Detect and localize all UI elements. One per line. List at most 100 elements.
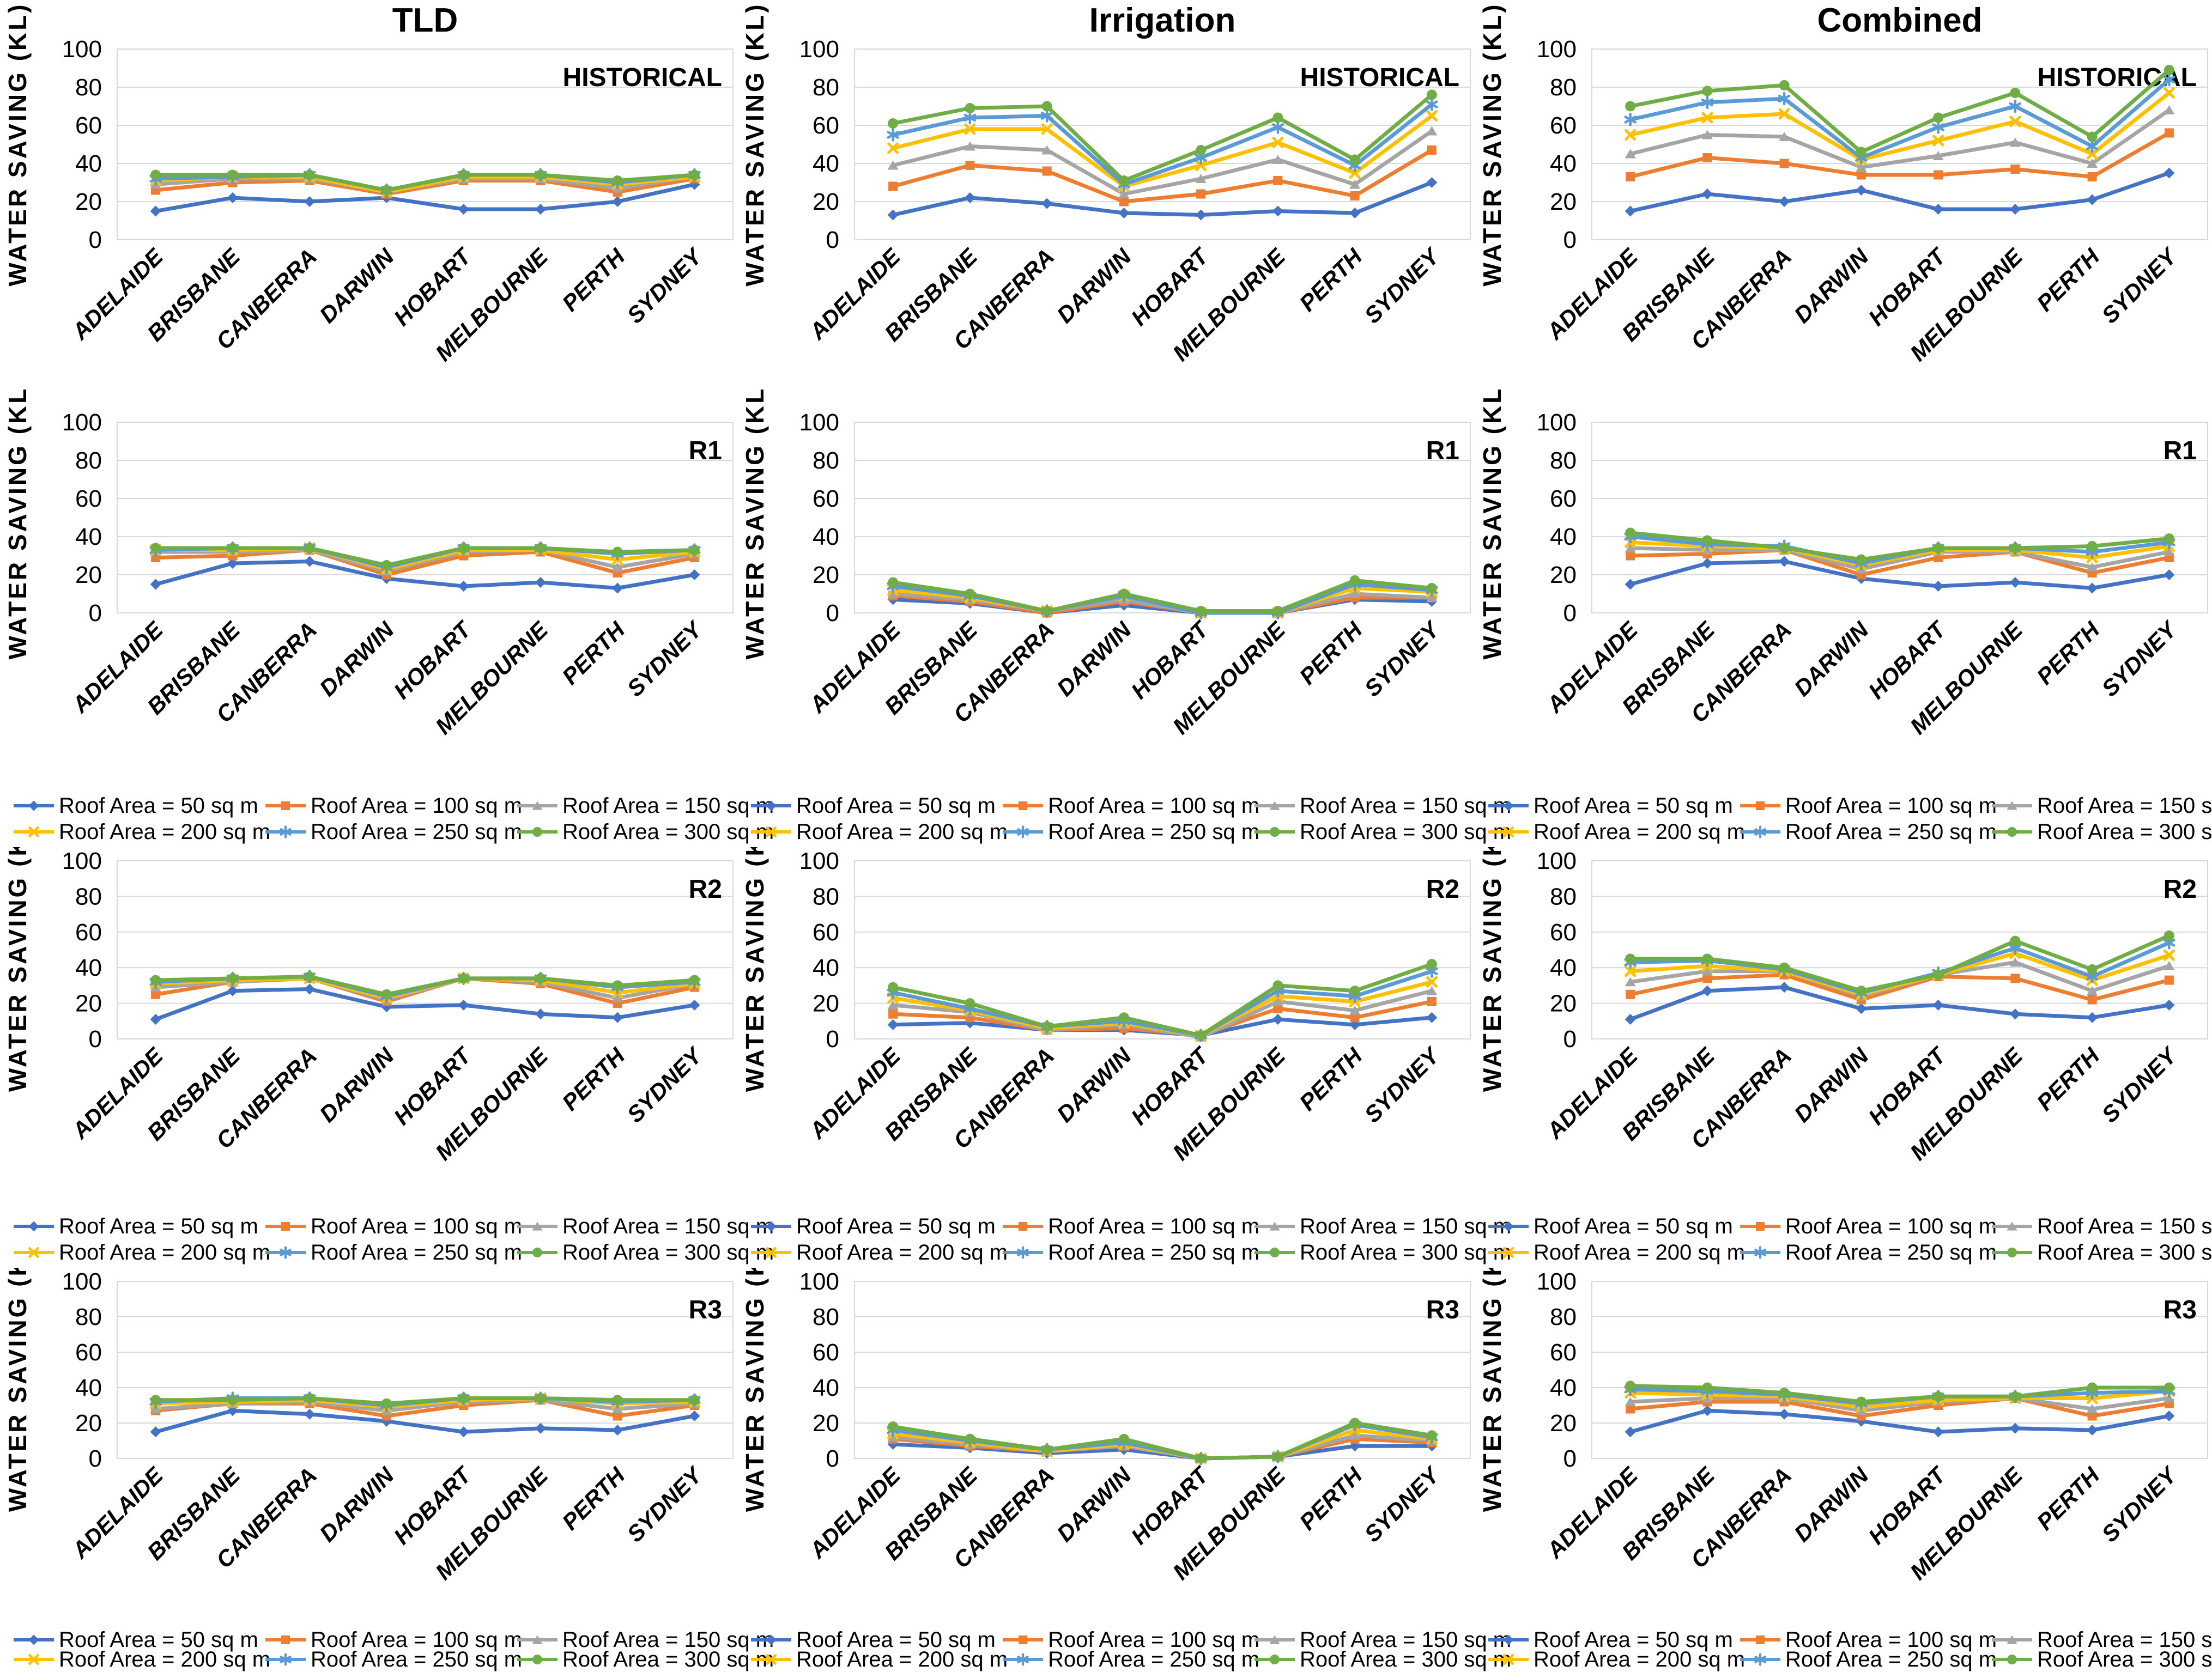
x-marker	[887, 142, 899, 154]
legend-item: Roof Area = 150 sq m	[1253, 794, 1511, 818]
circle-marker	[1118, 588, 1129, 599]
diamond-marker	[766, 1221, 777, 1232]
column-title: Irrigation	[1089, 2, 1236, 39]
asterisk-marker	[1754, 825, 1766, 838]
triangle-marker	[2007, 1635, 2017, 1644]
y-tick-label: 80	[75, 74, 102, 101]
diamond-marker	[1503, 800, 1514, 811]
circle-marker	[1625, 527, 1636, 538]
y-tick-label: 100	[799, 409, 839, 436]
triangle-marker	[2087, 1404, 2098, 1413]
triangle-legend-icon	[1255, 1221, 1295, 1231]
square-marker	[2010, 165, 2020, 174]
triangle-marker	[612, 562, 623, 571]
plot-border	[1591, 48, 2208, 240]
legend-row: Roof Area = 50 sq m Roof Area = 100 sq m R…	[12, 793, 774, 819]
series-line	[1630, 1396, 2169, 1413]
triangle-marker	[2163, 1393, 2175, 1403]
triangle-marker	[1625, 1397, 1636, 1406]
series-line	[892, 148, 1433, 204]
x-tick-label: DARWIN	[1052, 616, 1137, 701]
legend-row: Roof Area = 200 sq m Roof Area = 250 sq m…	[12, 1239, 774, 1266]
x-tick-label: DARWIN	[1052, 1042, 1137, 1127]
y-tick-label: 0	[1563, 1026, 1577, 1053]
x-marker	[2009, 115, 2021, 127]
legend-item: Roof Area = 100 sq m	[264, 1214, 522, 1239]
asterisk-legend-icon	[1003, 1246, 1043, 1259]
square-marker	[888, 1009, 898, 1019]
diamond-marker	[612, 582, 623, 594]
x-marker	[1778, 108, 1790, 120]
circle-marker	[689, 545, 700, 555]
scenario-label: R1	[689, 436, 722, 465]
circle-legend-icon	[517, 1247, 557, 1258]
asterisk-marker	[1778, 92, 1791, 106]
circle-marker	[1933, 1391, 1944, 1402]
circle-marker	[458, 973, 469, 984]
diamond-marker	[1503, 1221, 1514, 1232]
series-line	[1630, 1396, 2169, 1418]
x-marker	[766, 1654, 777, 1665]
legend-item: Roof Area = 150 sq m	[1990, 1214, 2212, 1239]
legend-label: Roof Area = 200 sq m	[796, 1647, 1008, 1671]
diamond-marker	[1932, 999, 1944, 1011]
chart-combined-r3: 0 20 40 60 80 100 WATER SAVING (KL) R3 ADELAIDE B…	[1475, 1228, 2212, 1630]
circle-legend-icon	[1255, 1247, 1295, 1258]
circle-marker	[1041, 1444, 1052, 1455]
x-legend-icon	[14, 826, 54, 837]
square-marker	[1856, 170, 1866, 180]
plot-border	[854, 1281, 1471, 1459]
triangle-legend-icon	[517, 1221, 557, 1231]
square-marker	[1196, 189, 1206, 199]
y-axis-title: WATER SAVING (KL)	[1478, 2, 1506, 286]
asterisk-legend-icon	[265, 1653, 306, 1666]
diamond-marker	[28, 800, 39, 811]
y-axis-title: WATER SAVING (KL)	[3, 847, 32, 1092]
triangle-marker	[1932, 151, 1944, 160]
diamond-marker	[1932, 581, 1944, 592]
diamond-marker	[535, 204, 546, 215]
legend-item: Roof Area = 100 sq m	[1738, 1628, 1997, 1652]
x-marker	[28, 1654, 39, 1665]
circle-marker	[150, 169, 161, 180]
diamond-marker	[458, 581, 469, 592]
circle-marker	[304, 1393, 315, 1403]
circle-legend-icon	[1255, 1654, 1295, 1665]
legend-label: Roof Area = 50 sq m	[796, 793, 996, 818]
asterisk-marker	[2086, 139, 2099, 153]
series-line	[1629, 1408, 2170, 1434]
legend-label: Roof Area = 100 sq m	[1048, 793, 1260, 818]
scenario-label: R3	[1426, 1296, 1459, 1324]
plot-border	[854, 860, 1471, 1039]
circle-marker	[1118, 1012, 1129, 1023]
legend-item: Roof Area = 250 sq m	[1001, 1647, 1259, 1672]
diamond-marker	[1349, 1019, 1361, 1030]
x-legend-icon	[1488, 1654, 1529, 1665]
triangle-marker	[2163, 960, 2175, 970]
circle-marker	[1349, 575, 1360, 586]
legend-item: Roof Area = 250 sq m	[1738, 1241, 1997, 1265]
x-legend-icon	[14, 1247, 54, 1258]
diamond-legend-icon	[751, 1221, 791, 1232]
legend-item: Roof Area = 50 sq m	[12, 794, 264, 818]
y-tick-label: 40	[813, 150, 839, 177]
diamond-marker	[766, 800, 777, 811]
plot-border	[1591, 422, 2208, 613]
square-marker	[888, 181, 898, 191]
y-tick-label: 20	[1550, 990, 1577, 1017]
series-line	[1630, 934, 2170, 993]
circle-marker	[227, 973, 238, 984]
chart-tld-historical: 0 20 40 60 80 100 WATER SAVING (KL) TLD HISTORIC…	[0, 0, 737, 390]
x-tick-label: DARWIN	[1789, 243, 1874, 328]
circle-marker	[1702, 1382, 1713, 1393]
triangle-marker	[2007, 1221, 2017, 1231]
x-tick-label: DARWIN	[1789, 1042, 1874, 1127]
legend-row: Roof Area = 50 sq m Roof Area = 100 sq m R…	[749, 793, 1511, 819]
circle-marker	[1856, 554, 1866, 565]
circle-marker	[458, 169, 469, 180]
triangle-marker	[1625, 977, 1636, 987]
chart-irrigation-r2: 0 20 40 60 80 100 WATER SAVING (KL) R2 ADELAIDE B…	[737, 808, 1475, 1213]
x-legend-icon	[751, 1247, 791, 1258]
